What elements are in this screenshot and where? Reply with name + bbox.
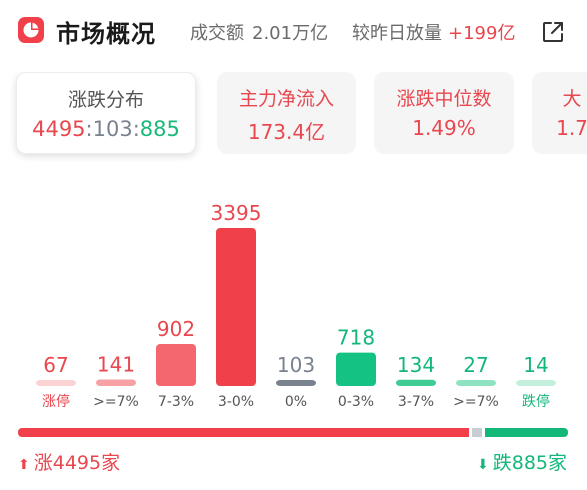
card-value: 1.7	[556, 116, 587, 140]
flat-count: 103	[92, 117, 133, 141]
down-arrow-icon: ⬇	[477, 457, 489, 473]
page-title: 市场概况	[56, 20, 156, 48]
bar-category-label: 0-3%	[338, 394, 374, 410]
bar-value-label: 14	[523, 353, 548, 377]
card-label: 涨跌中位数	[396, 88, 492, 110]
bar-4	[276, 380, 316, 386]
card-partial[interactable]: 大 1.7	[532, 72, 587, 154]
bar-3	[216, 228, 256, 386]
card-up-down-distribution[interactable]: 涨跌分布 4495:103:885	[16, 72, 196, 154]
bar-value-label: 67	[43, 353, 68, 377]
bar-category-label: 7-3%	[158, 394, 194, 410]
bar-6	[396, 379, 436, 386]
card-value: 173.4亿	[247, 120, 326, 144]
bar-category-label: 3-0%	[218, 394, 254, 410]
card-main-net-inflow[interactable]: 主力净流入 173.4亿	[217, 72, 356, 154]
bar-category-label: 3-7%	[398, 394, 434, 410]
bar-category-label: >=7%	[93, 394, 139, 410]
turnover-summary: 成交额 2.01万亿	[190, 19, 328, 45]
breadth-up-segment	[18, 428, 469, 437]
bar-2	[156, 344, 196, 386]
distribution-bar-chart: 67 涨停 141 >=7% 902 7-3% 3395 3-0% 103 0% 718 0-3% 13…	[36, 201, 556, 410]
up-total-label: ⬆ 涨4495家	[18, 448, 120, 475]
bar-category-label: 涨停	[42, 393, 70, 410]
up-arrow-icon: ⬆	[18, 457, 30, 473]
volume-change-label: 较昨日放量	[352, 23, 442, 44]
bar-value-label: 134	[397, 353, 435, 377]
bar-value-label: 718	[337, 326, 375, 350]
pie-chart-icon	[18, 17, 44, 43]
card-label: 涨跌分布	[67, 89, 144, 111]
bar-category-label: 跌停	[522, 393, 550, 410]
up-count: 4495	[32, 117, 86, 141]
turnover-value: 2.01万亿	[252, 23, 329, 44]
up-total-text: 涨4495家	[33, 452, 121, 474]
volume-change-summary: 较昨日放量 +199亿	[352, 19, 515, 45]
share-icon[interactable]	[541, 20, 565, 44]
bar-5	[336, 352, 376, 386]
card-value: 4495:103:885	[17, 117, 195, 141]
up-down-distribution-chart: 67 涨停 141 >=7% 902 7-3% 3395 3-0% 103 0% 718 0-3% 13…	[0, 190, 587, 415]
separator: :	[132, 117, 140, 141]
card-label: 主力净流入	[238, 88, 334, 110]
metric-cards: 涨跌分布 4495:103:885 主力净流入 173.4亿 涨跌中位数 1.4…	[0, 72, 587, 162]
breadth-flat-segment	[472, 428, 482, 437]
bar-0	[36, 380, 76, 386]
bar-value-label: 902	[157, 317, 195, 341]
bar-8	[516, 380, 556, 386]
market-breadth-bar	[18, 428, 568, 437]
bar-category-label: >=7%	[453, 394, 499, 410]
bar-7	[456, 380, 496, 386]
down-total-text: 跌885家	[492, 452, 567, 474]
bar-value-label: 27	[463, 353, 488, 377]
turnover-label: 成交额	[190, 23, 244, 44]
market-overview-header: 市场概况 成交额 2.01万亿 较昨日放量 +199亿	[0, 0, 587, 62]
card-median-change[interactable]: 涨跌中位数 1.49%	[374, 72, 514, 154]
volume-change-value: +199亿	[448, 23, 516, 44]
bar-1	[96, 379, 136, 386]
down-count: 885	[139, 117, 180, 141]
down-total-label: ⬇ 跌885家	[477, 448, 567, 475]
bar-value-label: 3395	[211, 201, 262, 225]
breadth-down-segment	[485, 428, 568, 437]
card-label: 大	[562, 88, 582, 110]
card-value: 1.49%	[412, 116, 476, 140]
separator: :	[85, 117, 93, 141]
bar-category-label: 0%	[285, 394, 307, 410]
bar-value-label: 103	[277, 353, 315, 377]
bar-value-label: 141	[97, 352, 135, 376]
